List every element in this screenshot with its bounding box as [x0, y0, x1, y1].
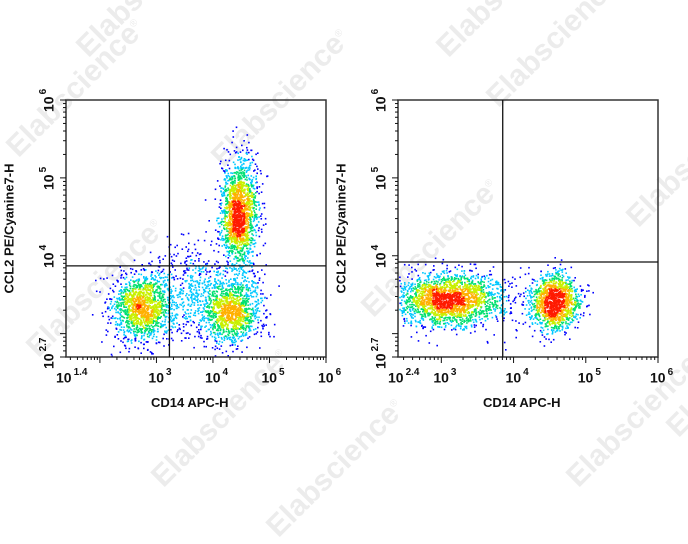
- event-dots: [399, 257, 594, 351]
- flow-cytometry-figure: Elabscience®Elabscience®Elabscience®Elab…: [0, 0, 688, 490]
- x-axis-title: CD14 APC-H: [483, 395, 561, 410]
- y-axis-title: CCL2 PE/Cyanine7-H: [334, 138, 349, 318]
- y-tick-label: 106: [372, 89, 389, 112]
- axis-ticks: [392, 100, 658, 363]
- y-tick-label: 102.7: [372, 338, 389, 369]
- y-tick-label: 104: [372, 245, 389, 268]
- y-tick-label: 105: [372, 167, 389, 190]
